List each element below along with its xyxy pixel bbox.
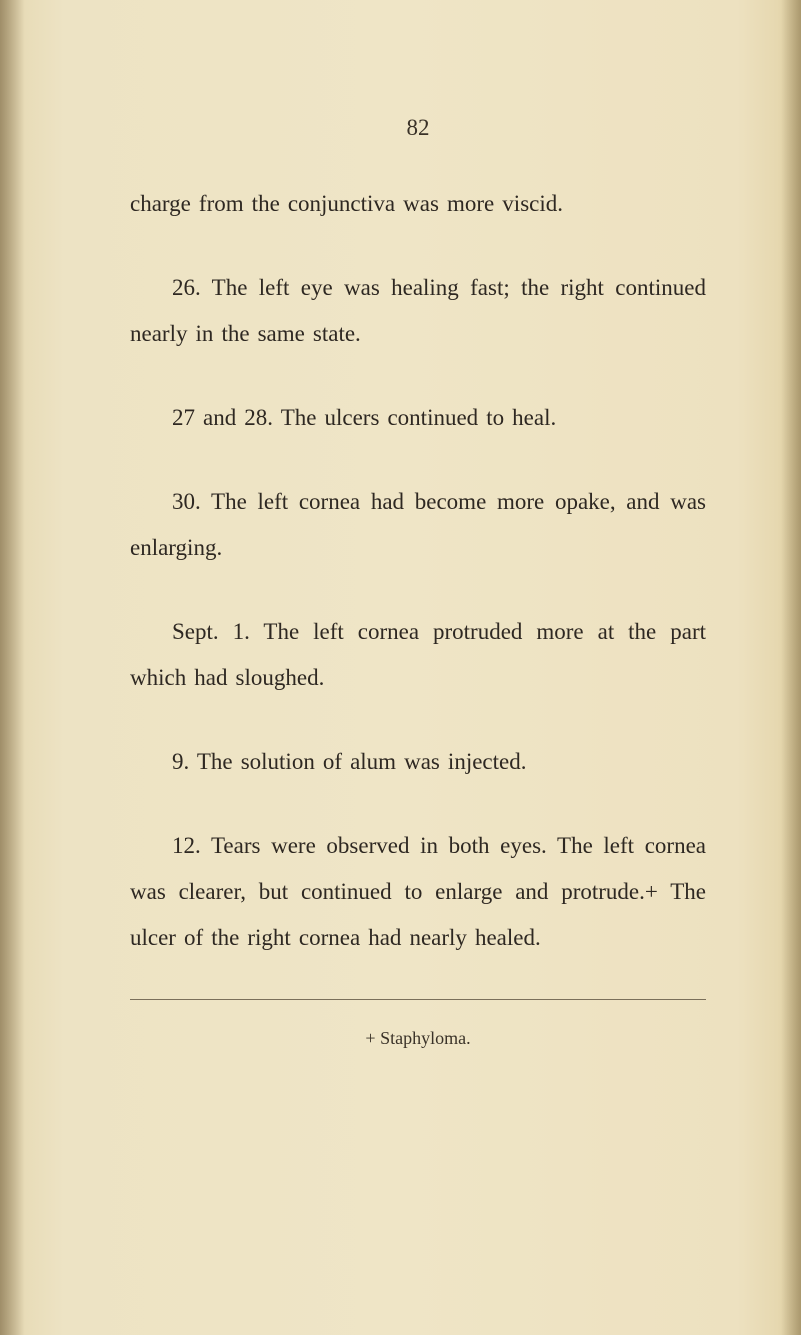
paragraph-entry-30: 30. The left cornea had become more opak… — [130, 479, 706, 571]
paragraph-entry-26: 26. The left eye was healing fast; the r… — [130, 265, 706, 357]
page-content: 82 charge from the conjunctiva was more … — [0, 0, 801, 1109]
paragraph-entry-12: 12. Tears were observed in both eyes. Th… — [130, 823, 706, 961]
paragraph-entry-9: 9. The solution of alum was injected. — [130, 739, 706, 785]
footnote-divider — [130, 999, 706, 1000]
paragraph-entry-sept-1: Sept. 1. The left cornea protruded more … — [130, 609, 706, 701]
page-number: 82 — [130, 115, 706, 141]
right-edge-shadow — [781, 0, 801, 1335]
paragraph-continuation: charge from the conjunctiva was more vis… — [130, 181, 706, 227]
paragraph-entry-27-28: 27 and 28. The ulcers continued to heal. — [130, 395, 706, 441]
footnote-text: + Staphyloma. — [130, 1028, 706, 1049]
left-edge-shadow — [0, 0, 25, 1335]
